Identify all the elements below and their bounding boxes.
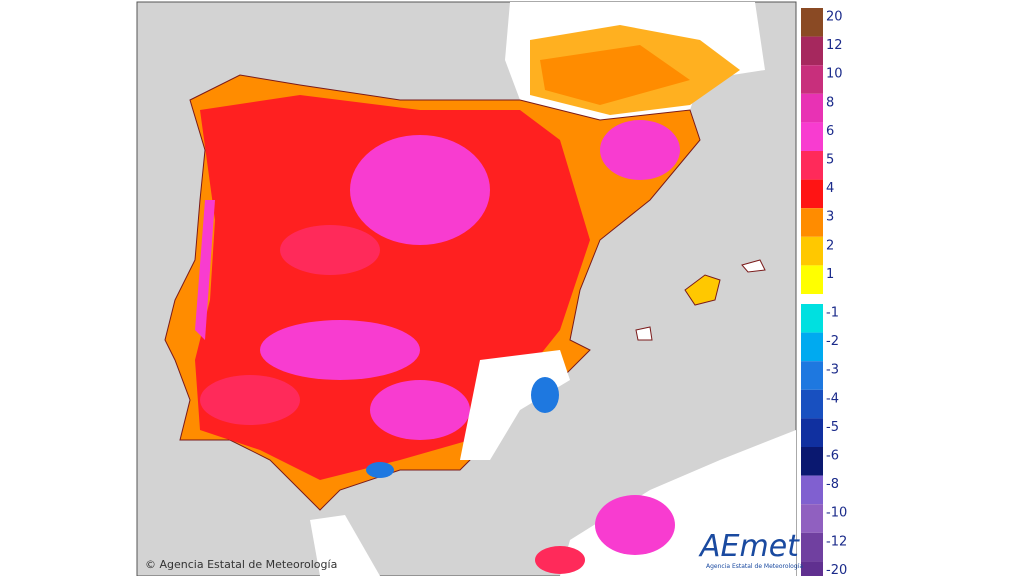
logo-caption: Agencia Estatal de Meteorología — [706, 563, 803, 570]
legend-label: -5 — [826, 420, 839, 435]
legend-swatch — [801, 361, 823, 390]
anomaly-magenta — [370, 380, 470, 440]
island — [635, 326, 653, 341]
anomaly-magenta — [350, 135, 490, 245]
island — [741, 259, 766, 273]
anomaly-magenta — [595, 495, 675, 555]
anomaly-pink — [535, 546, 585, 574]
legend-label: 10 — [826, 67, 843, 82]
legend-label: 4 — [826, 181, 834, 196]
anomaly-magenta — [195, 200, 215, 340]
legend-label: -20 — [826, 563, 847, 576]
anomaly-pink — [280, 225, 380, 275]
legend-label: -12 — [826, 534, 847, 549]
legend-swatch — [801, 151, 823, 180]
legend-label: 5 — [826, 153, 834, 168]
legend-label: -1 — [826, 306, 839, 321]
anomaly-magenta — [260, 320, 420, 380]
legend-swatch — [801, 65, 823, 94]
legend-label: 6 — [826, 124, 834, 139]
legend-label: -8 — [826, 477, 839, 492]
anomaly-cold — [366, 462, 394, 478]
legend-swatch — [801, 332, 823, 362]
legend-label: 12 — [826, 38, 843, 53]
legend-swatch — [801, 532, 823, 562]
legend-swatch — [801, 304, 823, 333]
legend-swatch — [801, 122, 823, 151]
legend-swatch — [801, 179, 823, 209]
legend-label: -2 — [826, 334, 839, 349]
legend-label: -6 — [826, 449, 839, 464]
legend-swatch — [801, 236, 823, 266]
legend-swatch — [801, 93, 823, 123]
legend-label: -3 — [826, 363, 839, 378]
legend-swatch — [801, 504, 823, 533]
legend-label: 20 — [826, 10, 843, 25]
france-warm — [540, 45, 690, 105]
anomaly-pink — [200, 375, 300, 425]
legend-swatch — [801, 389, 823, 419]
legend-swatch — [801, 475, 823, 505]
legend-swatch — [801, 8, 823, 37]
legend-label: 8 — [826, 95, 834, 110]
copyright: © Agencia Estatal de Meteorología — [145, 558, 337, 571]
legend-swatch — [801, 36, 823, 66]
legend-swatch — [801, 418, 823, 447]
legend: 20 12 10 8 6 5 4 3 2 1 -1 -2 -3 -4 -5 -6 -8 -10 -12 -20 — [801, 8, 847, 580]
legend-label: 2 — [826, 238, 834, 253]
legend-swatch — [801, 208, 823, 237]
legend-swatch — [801, 561, 823, 580]
logo-mark: AEmet — [698, 529, 800, 564]
anomaly-magenta — [600, 120, 680, 180]
legend-swatch — [801, 447, 823, 476]
legend-label: 3 — [826, 210, 834, 225]
island — [684, 274, 721, 306]
africa — [310, 515, 380, 576]
legend-swatch — [801, 265, 823, 294]
legend-label: -10 — [826, 506, 847, 521]
legend-label: -4 — [826, 391, 839, 406]
anomaly-cold — [531, 377, 559, 413]
legend-label: 1 — [826, 267, 834, 282]
